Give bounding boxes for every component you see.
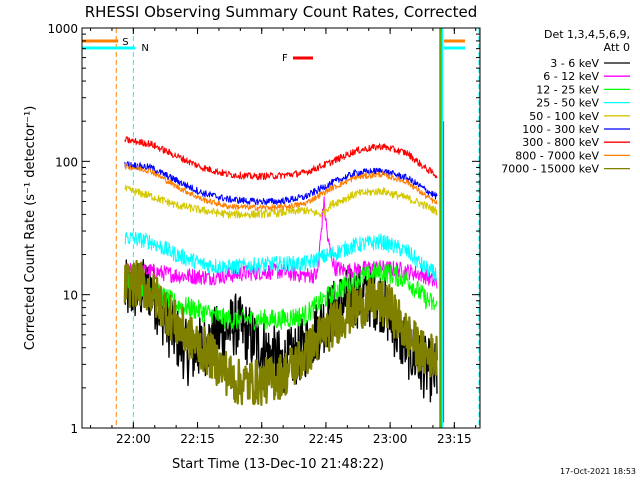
legend-label-5: 100 - 300 keV <box>522 123 599 136</box>
y-tick-label-2: 100 <box>55 155 78 169</box>
chart-title: RHESSI Observing Summary Count Rates, Co… <box>85 3 478 21</box>
legend-header-line-2: Att 0 <box>604 41 630 54</box>
marker-s-label: S <box>122 37 128 48</box>
legend-label-2: 12 - 25 keV <box>536 83 599 96</box>
legend-label-0: 3 - 6 keV <box>550 57 599 70</box>
legend-label-4: 50 - 100 keV <box>529 110 599 123</box>
x-tick-label-0: 22:00 <box>116 432 151 446</box>
series-line-4 <box>124 184 438 219</box>
marker-f-label: F <box>282 53 288 64</box>
y-tick-label-3: 1000 <box>47 22 78 36</box>
x-tick-label-4: 23:00 <box>373 432 408 446</box>
x-axis-label: Start Time (13-Dec-10 21:48:22) <box>172 457 384 472</box>
series-line-2 <box>124 262 438 331</box>
legend-label-8: 7000 - 15000 keV <box>501 163 599 176</box>
marker-n-label: N <box>141 43 148 54</box>
y-tick-label-1: 10 <box>63 289 78 303</box>
x-tick-label-2: 22:30 <box>244 432 279 446</box>
series-line-7 <box>124 163 438 211</box>
legend-label-7: 800 - 7000 keV <box>515 149 599 162</box>
x-tick-label-3: 22:45 <box>309 432 344 446</box>
plot-area: S N F <box>82 28 480 428</box>
legend-label-3: 25 - 50 keV <box>536 97 599 110</box>
y-tick-label-0: 1 <box>70 422 78 436</box>
legend-header-line-1: Det 1,3,4,5,6,9, <box>544 28 630 41</box>
series-line-5 <box>124 161 438 206</box>
series-line-6 <box>124 136 438 181</box>
plot-frame <box>81 27 481 429</box>
axes: 22:00 22:15 22:30 22:45 23:00 23:15 1 10 100 1000 <box>47 22 480 446</box>
legend-label-1: 6 - 12 keV <box>543 70 599 83</box>
x-tick-label-1: 22:15 <box>180 432 215 446</box>
legend-label-6: 300 - 800 keV <box>522 136 599 149</box>
footer-timestamp: 17-Oct-2021 18:53 <box>560 467 636 476</box>
y-axis-label: Corrected Count Rate (s⁻¹ detector⁻¹) <box>23 106 38 351</box>
series-line-8 <box>123 259 439 406</box>
x-tick-label-5: 23:15 <box>437 432 472 446</box>
series-line-3 <box>124 232 438 283</box>
